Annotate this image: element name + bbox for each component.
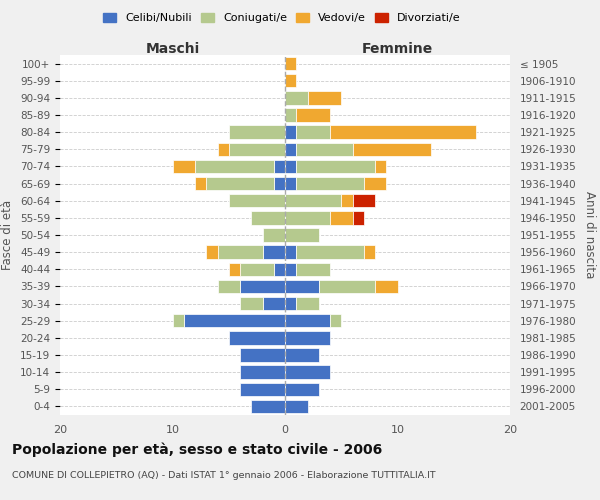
Bar bbox=[240, 382, 285, 396]
Bar bbox=[285, 400, 308, 413]
Bar bbox=[285, 331, 330, 344]
Bar bbox=[218, 280, 240, 293]
Bar bbox=[195, 160, 274, 173]
Bar bbox=[274, 177, 285, 190]
Bar bbox=[251, 211, 285, 224]
Bar bbox=[296, 246, 364, 259]
Bar bbox=[263, 246, 285, 259]
Bar bbox=[375, 160, 386, 173]
Bar bbox=[285, 246, 296, 259]
Text: COMUNE DI COLLEPIETRO (AQ) - Dati ISTAT 1° gennaio 2006 - Elaborazione TUTTITALI: COMUNE DI COLLEPIETRO (AQ) - Dati ISTAT … bbox=[12, 471, 436, 480]
Bar bbox=[285, 366, 330, 379]
Bar bbox=[218, 246, 263, 259]
Bar bbox=[285, 280, 319, 293]
Bar bbox=[285, 348, 319, 362]
Bar bbox=[240, 366, 285, 379]
Y-axis label: Fasce di età: Fasce di età bbox=[1, 200, 14, 270]
Bar bbox=[353, 211, 364, 224]
Bar bbox=[330, 314, 341, 328]
Text: Maschi: Maschi bbox=[145, 42, 200, 56]
Bar bbox=[184, 314, 285, 328]
Bar bbox=[296, 262, 330, 276]
Bar bbox=[229, 262, 240, 276]
Bar bbox=[218, 142, 229, 156]
Bar bbox=[285, 74, 296, 88]
Bar bbox=[353, 194, 375, 207]
Bar bbox=[285, 142, 296, 156]
Bar bbox=[375, 280, 398, 293]
Bar bbox=[285, 91, 308, 104]
Bar bbox=[285, 228, 319, 241]
Y-axis label: Anni di nascita: Anni di nascita bbox=[583, 192, 596, 278]
Bar bbox=[296, 108, 330, 122]
Bar bbox=[240, 297, 263, 310]
Bar bbox=[319, 280, 375, 293]
Bar bbox=[364, 246, 375, 259]
Bar bbox=[195, 177, 206, 190]
Bar bbox=[285, 177, 296, 190]
Bar bbox=[285, 126, 296, 139]
Bar bbox=[229, 142, 285, 156]
Bar bbox=[240, 280, 285, 293]
Bar bbox=[285, 194, 341, 207]
Bar bbox=[296, 142, 353, 156]
Bar bbox=[330, 126, 476, 139]
Text: Popolazione per età, sesso e stato civile - 2006: Popolazione per età, sesso e stato civil… bbox=[12, 442, 382, 457]
Bar bbox=[308, 91, 341, 104]
Bar bbox=[229, 126, 285, 139]
Bar bbox=[296, 126, 330, 139]
Bar bbox=[296, 297, 319, 310]
Bar bbox=[263, 297, 285, 310]
Bar bbox=[285, 297, 296, 310]
Text: Femmine: Femmine bbox=[362, 42, 433, 56]
Bar bbox=[296, 177, 364, 190]
Bar bbox=[274, 262, 285, 276]
Bar bbox=[285, 314, 330, 328]
Bar bbox=[353, 142, 431, 156]
Bar bbox=[274, 160, 285, 173]
Bar bbox=[285, 382, 319, 396]
Bar bbox=[364, 177, 386, 190]
Bar bbox=[251, 400, 285, 413]
Bar bbox=[285, 262, 296, 276]
Bar bbox=[330, 211, 353, 224]
Bar bbox=[285, 160, 296, 173]
Bar bbox=[240, 262, 274, 276]
Bar bbox=[173, 314, 184, 328]
Bar bbox=[285, 108, 296, 122]
Bar bbox=[229, 194, 285, 207]
Bar bbox=[285, 211, 330, 224]
Bar bbox=[285, 57, 296, 70]
Bar bbox=[341, 194, 353, 207]
Bar bbox=[206, 246, 218, 259]
Bar bbox=[229, 331, 285, 344]
Bar bbox=[240, 348, 285, 362]
Bar bbox=[206, 177, 274, 190]
Bar bbox=[263, 228, 285, 241]
Bar bbox=[296, 160, 375, 173]
Bar bbox=[173, 160, 195, 173]
Legend: Celibi/Nubili, Coniugati/e, Vedovi/e, Divorziati/e: Celibi/Nubili, Coniugati/e, Vedovi/e, Di… bbox=[99, 8, 465, 28]
